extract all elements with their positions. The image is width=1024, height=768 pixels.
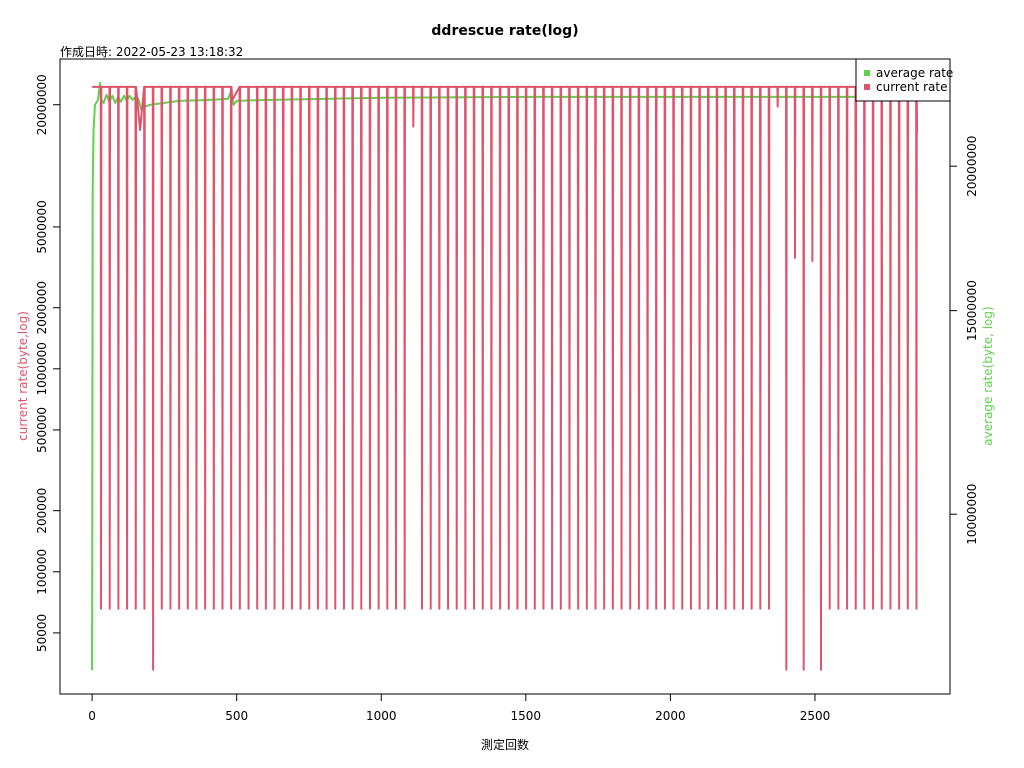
- y-tick-label: 100000: [35, 549, 49, 595]
- legend-swatch: [864, 70, 870, 76]
- plot-frame: [59, 58, 951, 695]
- series-line: [92, 85, 919, 671]
- y2-axis-label: average rate(byte, log): [981, 306, 995, 445]
- y2-tick-label: 15000000: [965, 280, 979, 341]
- legend-label: average rate: [876, 66, 953, 80]
- y-tick-label: 1000000: [35, 342, 49, 395]
- y-tick-label: 50000: [35, 614, 49, 652]
- x-tick-label: 0: [88, 709, 96, 723]
- x-tick-label: 500: [225, 709, 248, 723]
- legend-swatch: [864, 84, 870, 90]
- y2-tick-label: 10000000: [965, 484, 979, 545]
- legend-label: current rate: [876, 80, 947, 94]
- y-tick-label: 2000000: [35, 281, 49, 334]
- y2-tick-label: 20000000: [965, 136, 979, 197]
- y-tick-label: 5000000: [35, 200, 49, 253]
- y-axis-label: current rate(byte,log): [16, 311, 30, 441]
- x-axis-label: 測定回数: [481, 737, 529, 752]
- legend-box: [855, 58, 951, 102]
- x-tick-label: 1000: [366, 709, 397, 723]
- x-tick-label: 2500: [800, 709, 831, 723]
- x-tick-label: 2000: [655, 709, 686, 723]
- y-tick-label: 200000: [35, 488, 49, 534]
- chart-subtitle: 作成日時: 2022-05-23 13:18:32: [60, 45, 243, 59]
- x-tick-label: 1500: [511, 709, 542, 723]
- chart-title: ddrescue rate(log): [431, 23, 578, 39]
- y-tick-label: 500000: [35, 407, 49, 453]
- y-tick-label: 20000000: [35, 74, 49, 135]
